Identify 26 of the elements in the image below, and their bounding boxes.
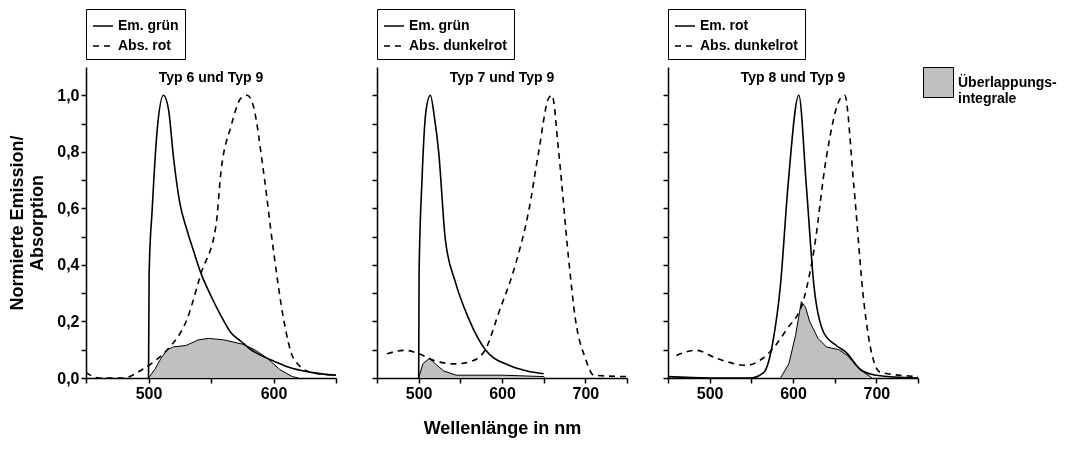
y-tick-label: 1,0 [57,86,80,104]
chart-title: Typ 8 und Typ 9 [740,69,846,85]
y-axis-title: Normierte Emission/ Absorption [7,135,48,311]
legend-label: Em. grün [409,17,470,33]
x-tick-label: 600 [780,384,807,402]
y-tick-label: 0,8 [57,143,80,161]
y-tick-label: 0,6 [57,199,80,217]
legend-label: Em. grün [118,17,179,33]
x-tick-label: 600 [489,384,516,402]
x-tick-label: 700 [863,384,891,402]
y-tick-label: 0,0 [57,369,80,387]
x-tick-label: 500 [696,384,724,402]
legend-label: Überlappungs- integrale [958,73,1058,106]
legend-label: Abs. rot [118,37,172,53]
x-axis-title: Wellenlänge in nm [423,417,582,438]
x-tick-label: 500 [405,384,433,402]
y-tick-label: 0,2 [57,312,80,330]
chart-title: Typ 7 und Typ 9 [449,69,555,85]
x-tick-label: 600 [260,384,288,402]
y-tick-label: 0,4 [57,256,80,274]
legend-label: Abs. dunkelrot [409,37,508,53]
legend-label: Abs. dunkelrot [700,37,799,53]
x-tick-label: 700 [572,384,600,402]
chart-title: Typ 6 und Typ 9 [158,69,264,85]
x-tick-label: 500 [135,384,163,402]
legend-label: Em. rot [700,17,749,33]
